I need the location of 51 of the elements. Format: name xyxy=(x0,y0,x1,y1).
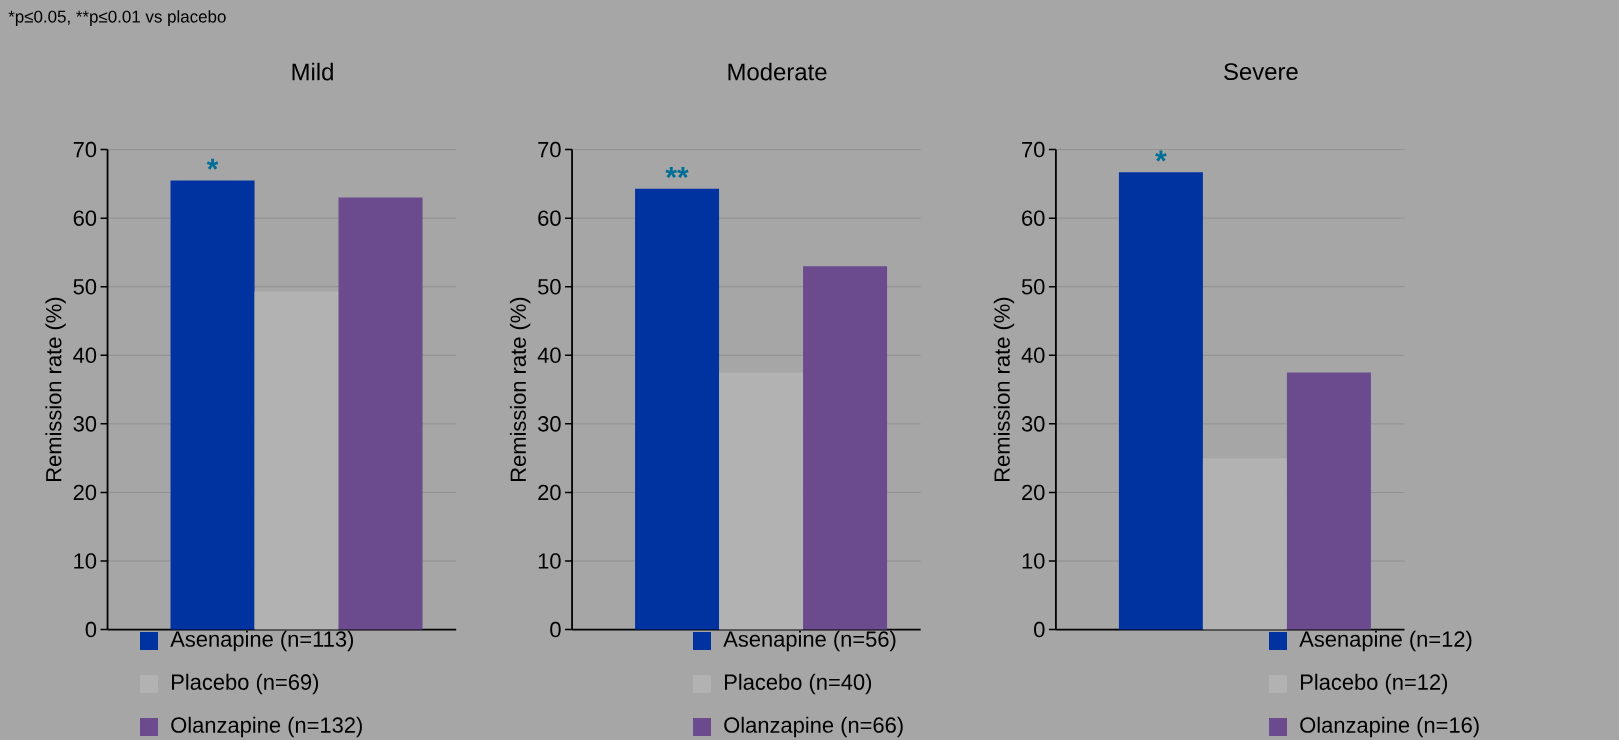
text: *p≤0.05, **p≤0.01 vs placebo xyxy=(8,10,226,26)
y-tick-label: 10 xyxy=(74,553,97,569)
y-tick-label: 20 xyxy=(1022,484,1045,501)
legend-label: Asenapine (n=56) xyxy=(723,630,896,652)
y-axis-title: Remission rate (%) xyxy=(993,297,1015,481)
y-tick-label: 30 xyxy=(1021,416,1045,432)
bar xyxy=(1286,372,1371,630)
chart-title: Mild xyxy=(292,62,333,81)
y-axis-title: Remission rate (%) xyxy=(45,297,66,481)
data-label: * xyxy=(1155,150,1167,162)
legend-label: Asenapine (n=12) xyxy=(1299,630,1472,652)
legend-label: Placebo (n=69) xyxy=(172,673,319,695)
y-tick-label: 50 xyxy=(73,278,97,295)
y-axis-title: Remission rate (%) xyxy=(509,297,531,481)
y-tick-label: 70 xyxy=(73,141,97,158)
bar xyxy=(1118,172,1203,630)
y-tick-label: 40 xyxy=(1021,347,1045,364)
y-tick-label: 70 xyxy=(538,141,561,158)
bar xyxy=(170,180,255,630)
legend-label: Placebo (n=12) xyxy=(1301,673,1448,695)
legend-label: Olanzapine (n=66) xyxy=(724,716,903,738)
y-tick-label: 20 xyxy=(538,484,561,501)
legend-label: Asenapine (n=113) xyxy=(170,630,354,652)
legend-label: Olanzapine (n=16) xyxy=(1300,716,1479,738)
y-tick-label: 50 xyxy=(538,278,561,295)
y-tick-label: 60 xyxy=(1022,210,1045,226)
legend-label: Placebo (n=40) xyxy=(725,673,872,695)
y-tick-label: 40 xyxy=(537,347,561,364)
y-tick-label: 10 xyxy=(538,553,561,569)
legend-label: Olanzapine (n=132) xyxy=(171,716,362,738)
y-tick-label: 60 xyxy=(538,210,561,226)
y-tick-label: 20 xyxy=(73,484,97,501)
chart-title: Severe xyxy=(1224,63,1298,81)
y-tick-label: 30 xyxy=(73,416,97,432)
y-tick-label: 0 xyxy=(550,621,561,638)
bar xyxy=(803,266,888,630)
y-tick-label: 0 xyxy=(85,621,97,638)
chart-title: Moderate xyxy=(728,62,827,81)
data-label: ** xyxy=(665,166,689,179)
bar xyxy=(254,291,339,630)
y-tick-label: 0 xyxy=(1034,621,1045,638)
y-tick-label: 60 xyxy=(73,210,97,226)
bar xyxy=(719,372,804,630)
y-tick-label: 30 xyxy=(537,416,561,432)
y-tick-label: 40 xyxy=(73,347,97,364)
data-label: * xyxy=(206,158,219,170)
bar xyxy=(338,197,423,630)
bar xyxy=(1202,458,1287,630)
y-tick-label: 10 xyxy=(1022,553,1045,569)
y-tick-label: 50 xyxy=(1021,278,1045,295)
y-tick-label: 70 xyxy=(1022,141,1045,158)
